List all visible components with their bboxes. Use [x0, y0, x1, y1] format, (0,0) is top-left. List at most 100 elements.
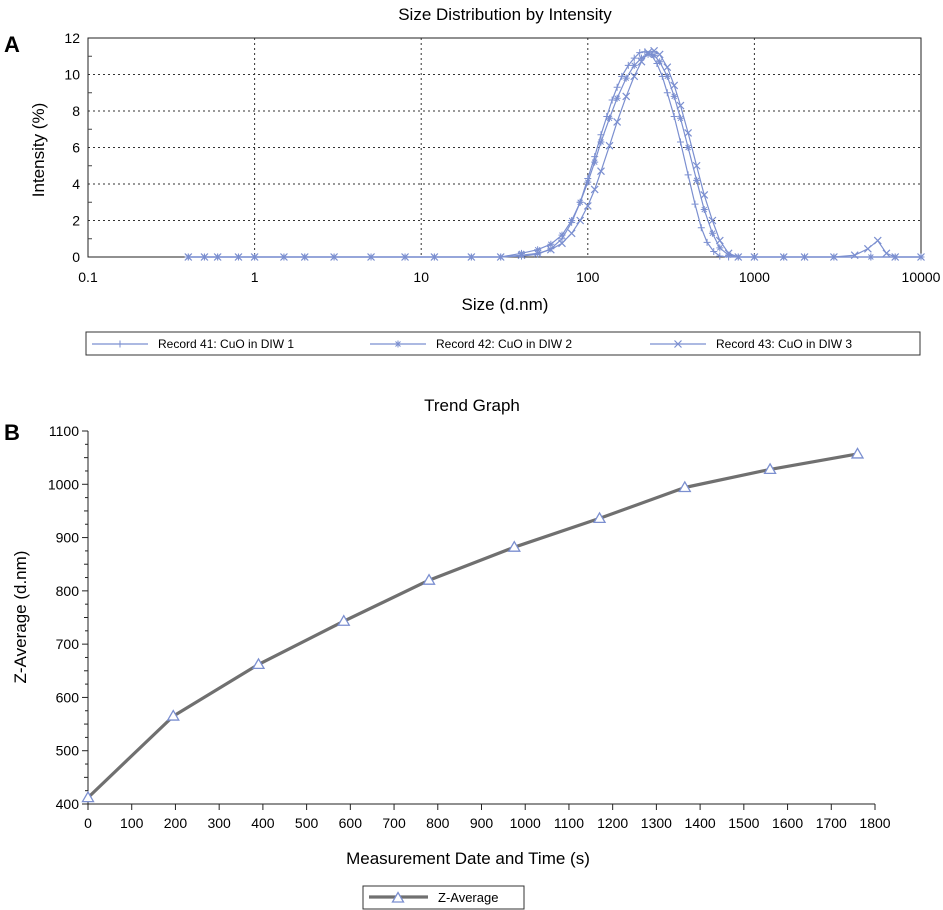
chart-a-data-point — [558, 231, 566, 239]
chart-a-data-point — [693, 176, 701, 184]
chart-b-x-tick-label: 400 — [251, 815, 275, 831]
chart-a-data-point — [606, 114, 614, 122]
chart-a-data-point — [467, 253, 476, 261]
chart-a-series-line — [188, 51, 921, 258]
chart-b-legend-item-1: Z-Average — [369, 890, 498, 905]
chart-a-data-point — [637, 54, 645, 62]
chart-a-legend-marker — [394, 340, 402, 348]
chart-a-data-point — [644, 48, 652, 57]
chart-a-data-point — [184, 253, 193, 261]
chart-a-data-point — [613, 94, 621, 102]
chart-a-y-ticks: 0 2 4 6 8 10 12 — [64, 30, 92, 265]
chart-a-data-point — [650, 46, 659, 55]
chart-b-data-point — [422, 573, 436, 585]
chart-b-y-tick-label: 1000 — [48, 476, 79, 492]
chart-b-x-tick-label: 100 — [120, 815, 144, 831]
chart-a-legend-marker — [674, 340, 682, 348]
chart-a-data-point — [622, 74, 630, 82]
chart-a-grid — [88, 38, 921, 257]
chart-a-data-point — [700, 206, 708, 214]
chart-a-data-point — [605, 141, 614, 150]
chart-a-data-point — [533, 249, 542, 258]
chart-a-data-point — [676, 114, 684, 122]
chart-a-data-point — [716, 244, 724, 252]
chart-a-data-point — [546, 245, 555, 254]
chart-a-data-point — [300, 253, 309, 261]
chart-a-data-point — [724, 249, 733, 258]
chart-b-x-tick-label: 500 — [295, 815, 319, 831]
chart-a-data-point — [867, 253, 875, 261]
chart-a-data-point — [725, 251, 733, 259]
chart-a-data-point — [330, 253, 339, 261]
chart-b-y-axis-label: Z-Average (d.nm) — [11, 551, 30, 684]
chart-a-data-point — [676, 101, 685, 110]
chart-a-data-point — [850, 251, 859, 260]
chart-a-data-point — [584, 178, 592, 186]
chart-b-series-line — [86, 452, 858, 799]
chart-a-data-point — [779, 253, 788, 261]
chart-a-data-point — [613, 118, 622, 126]
chart-b-x-axis-label: Measurement Date and Time (s) — [346, 849, 590, 868]
chart-a-legend-label: Record 41: CuO in DIW 1 — [158, 337, 294, 351]
chart-a-data-point — [597, 167, 605, 176]
chart-a-data-point — [800, 253, 809, 261]
chart-a-y-tick-label: 0 — [72, 249, 80, 265]
chart-b-y-tick-label: 1100 — [49, 423, 79, 439]
panel-b: B Trend Graph 40050060070080090010001100… — [4, 396, 891, 910]
chart-b-series — [81, 447, 865, 803]
chart-a-data-point — [891, 253, 900, 261]
chart-a-legend-item-3: Record 43: CuO in DIW 3 — [650, 337, 852, 351]
chart-a-data-point — [656, 58, 664, 66]
chart-a-data-point — [636, 49, 644, 57]
chart-b-x-ticks: 0 100 200 300 400 500 600 700 800 900 1000 1100 1200… — [84, 804, 891, 831]
chart-a-data-point — [234, 253, 243, 261]
chart-a-y-tick-label: 6 — [72, 140, 80, 156]
chart-b-data-point — [592, 511, 607, 524]
chart-b-data-point — [507, 540, 521, 552]
chart-a-data-point — [637, 57, 646, 66]
chart-a-data-point — [734, 253, 743, 261]
chart-a-data-point — [568, 217, 576, 224]
chart-a-data-point — [517, 251, 526, 260]
chart-a-data-point — [430, 253, 439, 261]
chart-a-series-line — [188, 50, 921, 258]
chart-b-data-point — [166, 709, 180, 721]
chart-a-data-point — [547, 240, 555, 248]
chart-a-data-point — [558, 239, 566, 248]
chart-b-y-tick-label: 400 — [56, 796, 80, 812]
chart-b-x-tick-label: 200 — [164, 815, 188, 831]
chart-a-data-point — [715, 236, 724, 245]
chart-a-data-point — [697, 224, 705, 232]
chart-b-x-tick-label: 600 — [339, 815, 363, 831]
chart-a-data-point — [650, 51, 658, 59]
chart-a-data-point — [917, 253, 925, 261]
chart-b-x-tick-label: 800 — [426, 815, 450, 831]
chart-b-x-tick-label: 0 — [84, 815, 92, 831]
chart-a-x-tick-label: 0.1 — [78, 269, 98, 285]
chart-a-data-point — [200, 253, 209, 261]
chart-b-series-1 — [81, 447, 865, 803]
chart-a-y-tick-label: 2 — [72, 213, 80, 229]
chart-b-legend-label: Z-Average — [438, 890, 498, 905]
chart-a-title: Size Distribution by Intensity — [398, 5, 612, 24]
chart-a-data-point — [213, 253, 222, 261]
chart-a-x-tick-label: 1000 — [739, 269, 770, 285]
chart-a-series-1 — [184, 48, 925, 261]
chart-b-x-tick-label: 1000 — [510, 815, 541, 831]
chart-b-x-tick-label: 1500 — [728, 815, 759, 831]
chart-a-data-point — [624, 61, 632, 69]
chart-a-y-tick-label: 4 — [72, 176, 80, 192]
chart-b-y-tick-label: 900 — [56, 530, 80, 546]
chart-a-legend-item-1: Record 41: CuO in DIW 1 — [92, 337, 294, 351]
chart-a-data-point — [663, 89, 671, 97]
chart-a-data-point — [750, 253, 759, 261]
chart-a-data-point — [882, 249, 891, 258]
chart-a-data-point — [250, 253, 259, 261]
chart-a-data-point — [663, 72, 671, 80]
chart-a-data-point — [708, 229, 716, 237]
chart-a-data-point — [576, 216, 585, 225]
chart-a-data-point — [655, 50, 664, 59]
chart-a-data-point — [280, 253, 288, 261]
chart-a-series-2 — [184, 50, 925, 261]
